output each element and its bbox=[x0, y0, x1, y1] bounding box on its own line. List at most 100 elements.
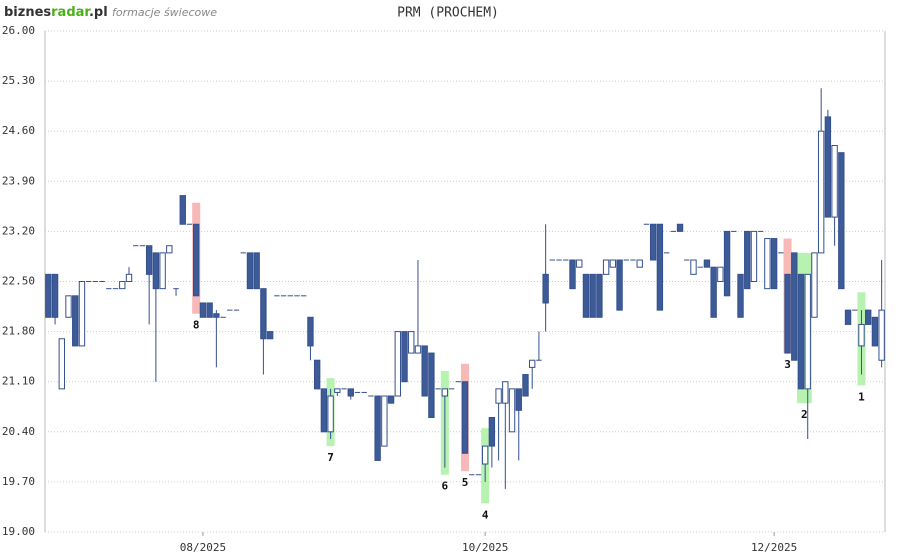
candle-body bbox=[522, 374, 529, 397]
candle-body bbox=[737, 273, 744, 318]
candle-body bbox=[51, 273, 59, 318]
candle-body bbox=[401, 331, 408, 383]
x-tick-label: 12/2025 bbox=[751, 541, 797, 554]
pattern-label: 6 bbox=[442, 480, 449, 493]
candle-body bbox=[394, 331, 401, 397]
candle-body bbox=[744, 230, 751, 290]
candle-body bbox=[145, 245, 153, 275]
candle-body bbox=[320, 388, 328, 433]
candle-body bbox=[119, 281, 126, 290]
y-tick-label: 23.90 bbox=[2, 174, 35, 187]
pattern-label: 2 bbox=[801, 408, 808, 421]
candle-body bbox=[481, 445, 489, 465]
candle-body bbox=[717, 266, 724, 282]
y-tick-label: 22.50 bbox=[2, 275, 35, 288]
pattern-label: 4 bbox=[482, 508, 489, 521]
candle-body bbox=[515, 388, 522, 411]
candle-body bbox=[811, 252, 818, 318]
candle-body bbox=[260, 288, 267, 340]
subtitle: formacje świecowe bbox=[112, 6, 217, 19]
candle-body bbox=[159, 252, 166, 290]
pattern-label: 5 bbox=[462, 476, 469, 489]
y-tick-label: 25.30 bbox=[2, 74, 35, 87]
candle-body bbox=[78, 281, 86, 347]
candle-body bbox=[871, 316, 879, 347]
candle-body bbox=[246, 252, 254, 290]
candle-body bbox=[327, 395, 334, 433]
candle-body bbox=[441, 388, 449, 397]
y-tick-label: 24.60 bbox=[2, 124, 35, 137]
y-tick-label: 26.00 bbox=[2, 24, 35, 37]
candle-body bbox=[461, 381, 469, 454]
candle-body bbox=[838, 152, 845, 290]
candle-body bbox=[844, 309, 852, 325]
candle-body bbox=[125, 273, 133, 283]
candle-body bbox=[649, 223, 657, 261]
candle-body bbox=[797, 273, 805, 390]
candle-body bbox=[381, 395, 388, 447]
candle-body bbox=[824, 116, 832, 218]
candle-body bbox=[206, 302, 213, 318]
candle-body bbox=[703, 259, 711, 268]
candle-body bbox=[65, 295, 72, 318]
candle-body bbox=[804, 273, 811, 390]
logo-part: radar bbox=[51, 5, 91, 20]
candle-body bbox=[428, 352, 435, 418]
candle-body bbox=[582, 273, 590, 318]
candle-body bbox=[213, 313, 220, 318]
candle-body bbox=[770, 238, 778, 290]
candle-body bbox=[865, 309, 872, 325]
logo: biznesradar.pl bbox=[4, 5, 108, 20]
pattern-label: 1 bbox=[858, 390, 865, 403]
candle-body bbox=[334, 388, 341, 393]
candle-body bbox=[858, 323, 865, 347]
x-tick-label: 08/2025 bbox=[180, 541, 226, 554]
candle-body bbox=[576, 259, 583, 268]
candle-body bbox=[347, 388, 354, 397]
candle-body bbox=[313, 359, 321, 390]
candle-body bbox=[878, 309, 885, 361]
candle-body bbox=[817, 130, 825, 254]
y-tick-label: 20.40 bbox=[2, 425, 35, 438]
candle-body bbox=[199, 302, 207, 318]
y-tick-label: 21.10 bbox=[2, 375, 35, 388]
candle-body bbox=[152, 252, 160, 290]
y-tick-label: 19.00 bbox=[2, 525, 35, 538]
candle-body bbox=[166, 245, 173, 254]
candle-body bbox=[589, 273, 596, 318]
candle-body bbox=[750, 230, 758, 282]
candle-body bbox=[529, 359, 536, 368]
candle-body bbox=[488, 416, 496, 447]
logo-part: biznes bbox=[4, 5, 51, 20]
pattern-label: 3 bbox=[784, 358, 791, 371]
candle-body bbox=[690, 259, 697, 275]
candle-body bbox=[656, 223, 664, 311]
x-tick-label: 10/2025 bbox=[462, 541, 508, 554]
candle-body bbox=[542, 273, 549, 304]
candle-body bbox=[784, 273, 791, 354]
candle-body bbox=[495, 388, 502, 404]
candle-body bbox=[676, 223, 684, 232]
candle-body bbox=[253, 252, 260, 290]
candle-body bbox=[266, 331, 274, 340]
candle-body bbox=[421, 345, 428, 397]
candle-body bbox=[831, 145, 838, 218]
candle-body bbox=[791, 252, 798, 361]
candle-body bbox=[179, 195, 186, 225]
candle-body bbox=[602, 259, 610, 275]
candle-body bbox=[307, 316, 314, 347]
candle-body bbox=[414, 345, 422, 354]
candle-body bbox=[508, 388, 516, 433]
candle-body bbox=[609, 259, 617, 268]
candle-body bbox=[58, 338, 65, 390]
y-tick-label: 23.20 bbox=[2, 224, 35, 237]
candle-body bbox=[710, 266, 717, 318]
candle-body bbox=[764, 238, 771, 290]
candle-body bbox=[596, 273, 603, 318]
pattern-label: 8 bbox=[193, 319, 200, 332]
candle-body bbox=[387, 395, 395, 404]
y-tick-label: 19.70 bbox=[2, 475, 35, 488]
logo-part: .pl bbox=[89, 5, 108, 20]
